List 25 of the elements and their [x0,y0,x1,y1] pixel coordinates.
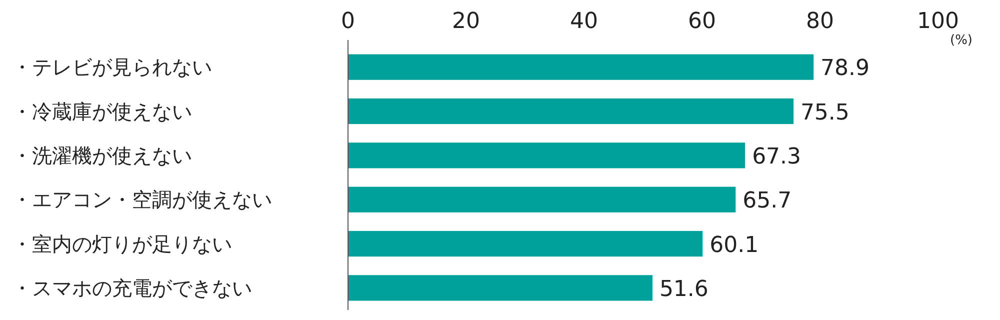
x-tick-label: 100 [917,9,959,34]
data-label: 78.9 [820,56,870,82]
data-label: 75.5 [800,100,850,126]
data-label: 65.7 [742,188,792,214]
x-tick-label: 0 [341,9,355,34]
x-tick-label: 20 [452,9,480,34]
x-tick-label: 60 [688,9,716,34]
y-tick-label: ・冷蔵庫が使えない [12,99,192,124]
y-tick-label: ・スマホの充電ができない [12,276,252,300]
bar [348,98,794,124]
bar [348,54,814,80]
bar [348,230,703,257]
y-tick-label: ・テレビが見られない [12,55,212,80]
data-label: 51.6 [659,276,708,302]
bar [348,186,736,212]
y-tick-label: ・室内の灯りが足りない [12,232,232,256]
data-label: 67.3 [752,144,802,170]
data-label: 60.1 [710,232,759,258]
y-tick-label: ・エアコン・空調が使えない [12,188,272,212]
bar [348,275,652,301]
x-tick-label: 80 [806,9,834,34]
y-tick-label: ・洗濯機が使えない [12,143,192,168]
bar [348,142,746,168]
x-axis-title: (%) [950,33,972,48]
x-tick-label: 40 [570,9,598,34]
